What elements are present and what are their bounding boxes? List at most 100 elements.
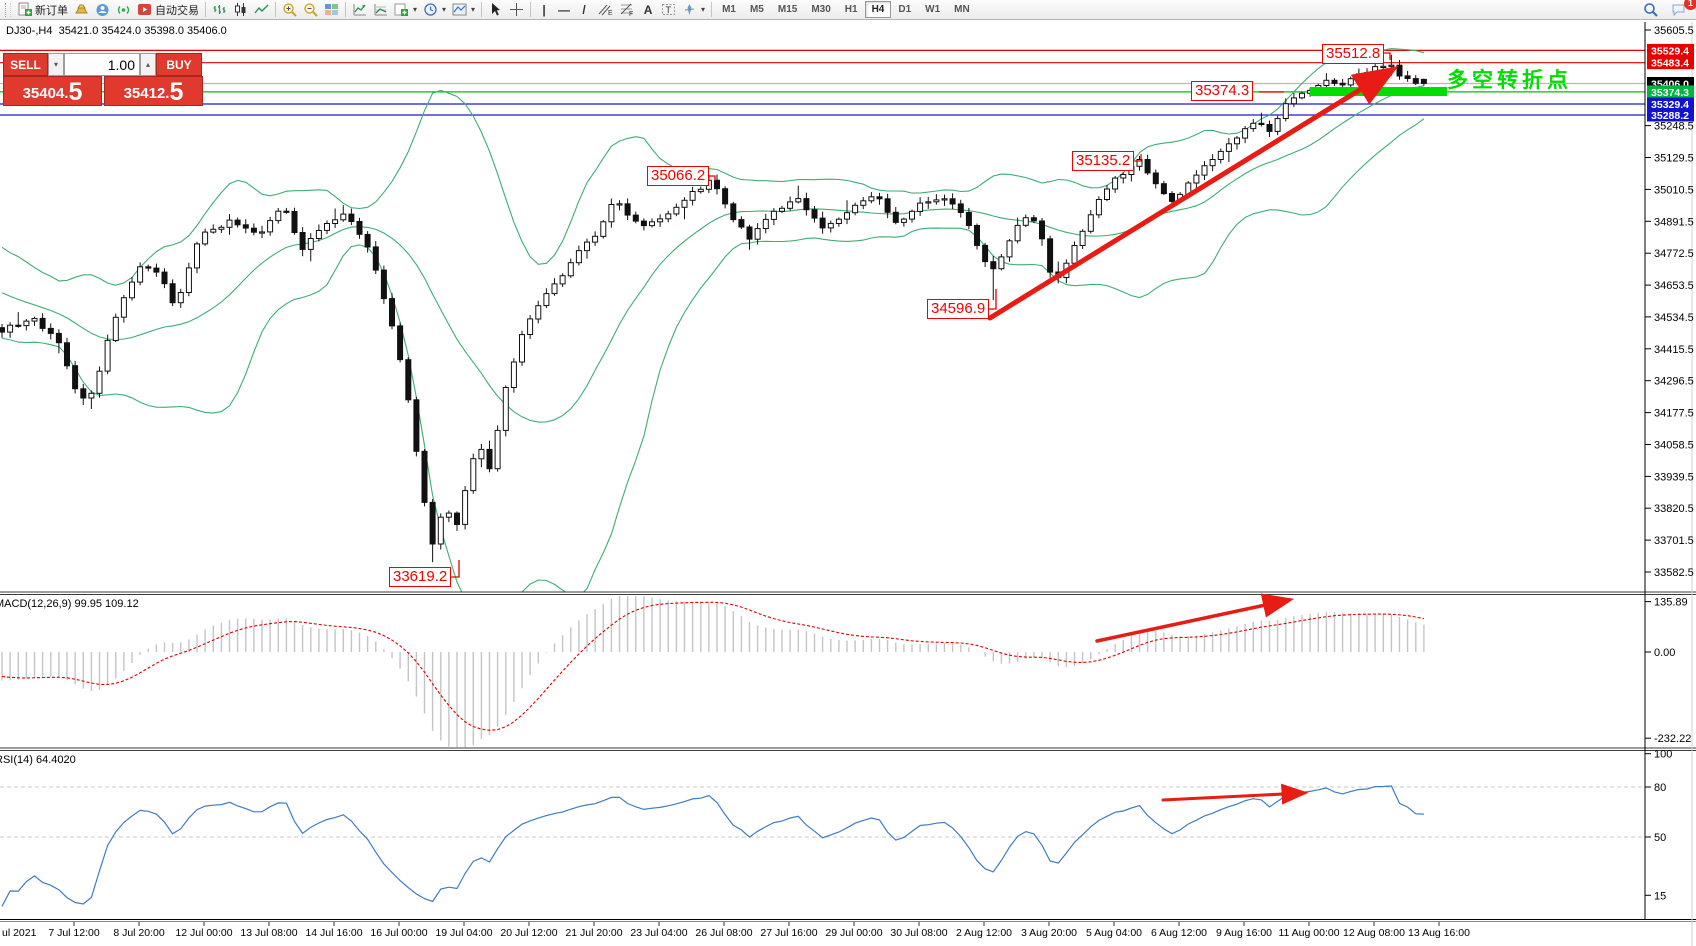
zoom-in-button[interactable]: [279, 1, 300, 19]
tf-h4[interactable]: H4: [864, 1, 892, 18]
volume-input[interactable]: [64, 53, 140, 76]
new-order-icon: [18, 2, 32, 16]
annotation-lines[interactable]: [451, 52, 1399, 805]
text-label-button[interactable]: T: [658, 1, 679, 19]
fibonacci-icon: F: [620, 3, 633, 17]
svg-text:34653.5: 34653.5: [1654, 280, 1694, 292]
gold-icon: [75, 4, 88, 14]
price-annotation[interactable]: 33619.2: [389, 567, 452, 587]
tf-m5[interactable]: M5: [749, 4, 764, 15]
svg-text:34534.5: 34534.5: [1654, 312, 1694, 324]
svg-text:34415.5: 34415.5: [1654, 344, 1694, 356]
trend-arrow[interactable]: [1161, 783, 1309, 805]
line-chart-button[interactable]: [251, 1, 272, 19]
vertical-line-button[interactable]: |: [542, 2, 546, 17]
svg-text:2 Aug 12:00: 2 Aug 12:00: [956, 927, 1012, 939]
rsi-indicator-label: RSI(14) 64.4020: [0, 754, 76, 766]
svg-text:35529.4: 35529.4: [1651, 45, 1689, 57]
price-annotation[interactable]: 34596.9: [927, 299, 990, 319]
turning-point-note[interactable]: 多空转折点: [1447, 69, 1572, 92]
svg-text:6 Aug 12:00: 6 Aug 12:00: [1151, 927, 1207, 939]
tf-m1[interactable]: M1: [722, 4, 736, 15]
tile-windows-button[interactable]: [321, 1, 342, 19]
add-indicator-button[interactable]: ▾: [391, 1, 420, 19]
price-annotation[interactable]: 35135.2: [1072, 151, 1135, 171]
svg-text:0.00: 0.00: [1654, 647, 1675, 659]
panel-separators[interactable]: [0, 22, 1696, 946]
horizontal-levels[interactable]: [0, 49, 1645, 116]
svg-text:16 Jul 00:00: 16 Jul 00:00: [370, 927, 427, 939]
price-badge: [1647, 85, 1694, 99]
buy-price[interactable]: 35412. 5: [104, 76, 203, 106]
trendline-button[interactable]: /: [582, 2, 586, 17]
tf-m30[interactable]: M30: [811, 4, 831, 15]
price-annotation[interactable]: 35066.2: [647, 166, 710, 186]
crosshair-icon: [510, 3, 524, 16]
buy-price-main: 35412.: [123, 85, 170, 102]
sell-button[interactable]: SELL: [3, 53, 48, 76]
signals-button[interactable]: [113, 1, 134, 19]
macd-indicator: [1, 596, 1425, 747]
bar-chart-button[interactable]: [209, 1, 230, 19]
text-button[interactable]: A: [643, 2, 653, 17]
zoom-in-icon: [283, 3, 297, 17]
arrows-objects-icon: [684, 4, 695, 15]
zoom-out-button[interactable]: [300, 1, 321, 19]
macd-indicator-label: MACD(12,26,9) 99.95 109.12: [0, 598, 139, 610]
svg-text:35329.4: 35329.4: [1651, 99, 1689, 111]
price-annotation[interactable]: 35374.3: [1191, 81, 1254, 101]
tf-w1[interactable]: W1: [925, 4, 941, 15]
new-order-label: 新订单: [35, 4, 68, 17]
svg-text:14 Jul 16:00: 14 Jul 16:00: [305, 927, 362, 939]
price-axis[interactable]: 35605.5 35248.5 35129.5 35010.5 34891.5 34772…: [1645, 25, 1694, 902]
svg-text:35374.3: 35374.3: [1651, 87, 1689, 99]
tf-mn[interactable]: MN: [954, 4, 970, 15]
buy-price-pip: 5: [169, 78, 184, 106]
indicator-windows-button[interactable]: [370, 1, 391, 19]
community-button[interactable]: [92, 1, 113, 19]
arrows-objects-button[interactable]: ▾: [679, 1, 708, 19]
market-watch-button[interactable]: [71, 1, 92, 19]
price-badge: [1647, 108, 1694, 122]
auto-trading-button[interactable]: 自动交易: [134, 1, 202, 19]
equidistant-channel-button[interactable]: E: [594, 1, 616, 19]
indicators-button[interactable]: [349, 1, 370, 19]
tile-windows-icon: [325, 4, 338, 15]
template-icon: [452, 3, 467, 16]
horizontal-line-button[interactable]: —: [558, 2, 571, 17]
time-axis[interactable]: ul 2021 7 Jul 12:00 8 Jul 20:00 12 Jul 00:0…: [2, 922, 1470, 939]
notifications-button[interactable]: 1: [1668, 0, 1696, 19]
templates-button[interactable]: ▾: [449, 1, 478, 19]
support-zone-bar[interactable]: [1310, 87, 1447, 96]
fibonacci-button[interactable]: F: [616, 1, 638, 19]
sell-price[interactable]: 35404. 5: [3, 76, 102, 106]
svg-text:33820.5: 33820.5: [1654, 503, 1694, 515]
tf-m15[interactable]: M15: [777, 4, 798, 15]
toolbar-grip[interactable]: [5, 2, 11, 17]
svg-text:ul 2021: ul 2021: [2, 927, 37, 939]
tf-d1[interactable]: D1: [898, 4, 912, 15]
price-annotation[interactable]: 35512.8: [1322, 44, 1385, 64]
community-icon: [96, 4, 109, 16]
tf-h1[interactable]: H1: [844, 4, 858, 15]
cursor-button[interactable]: [485, 1, 506, 19]
search-button[interactable]: [1640, 1, 1662, 19]
candlestick-series: [0, 54, 1427, 563]
trend-arrow[interactable]: [987, 66, 1399, 321]
buy-button[interactable]: BUY: [156, 53, 202, 76]
chevron-down-icon: ▾: [413, 5, 418, 14]
volume-increase-button[interactable]: ▴: [140, 53, 156, 76]
candlestick-chart-button[interactable]: [230, 1, 251, 19]
svg-text:29 Jul 00:00: 29 Jul 00:00: [825, 927, 882, 939]
volume-decrease-button[interactable]: ▾: [48, 53, 64, 76]
new-order-button[interactable]: 新订单: [14, 1, 71, 19]
svg-text:13 Jul 08:00: 13 Jul 08:00: [240, 927, 297, 939]
trend-arrow[interactable]: [1095, 593, 1295, 643]
crosshair-button[interactable]: [506, 1, 527, 19]
line-chart-icon: [254, 4, 269, 14]
periods-button[interactable]: ▾: [420, 1, 449, 19]
equidistant-channel-icon: E: [598, 4, 613, 17]
indicator-windows-icon: [374, 4, 387, 16]
svg-text:3 Aug 20:00: 3 Aug 20:00: [1021, 927, 1077, 939]
